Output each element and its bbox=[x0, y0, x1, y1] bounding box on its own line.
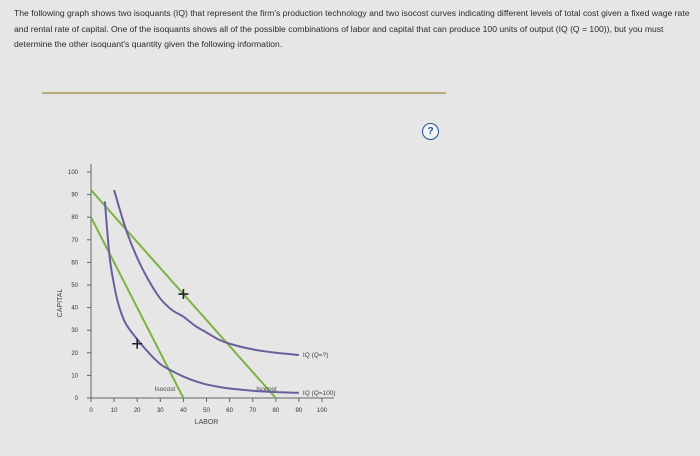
y-tick-label: 50 bbox=[71, 283, 78, 289]
isoquant-label-1: IQ (Q=?) bbox=[303, 352, 328, 359]
x-axis-label: LABOR bbox=[195, 419, 219, 426]
isoquant-label-2: IQ (Q=100) bbox=[303, 390, 336, 397]
isocost-label-2: Isocost bbox=[256, 386, 277, 393]
y-tick-label: 90 bbox=[71, 193, 78, 199]
x-tick-label: 50 bbox=[203, 408, 210, 414]
x-tick-label: 40 bbox=[180, 408, 187, 414]
y-tick-label: 0 bbox=[75, 396, 79, 402]
x-tick-label: 90 bbox=[296, 408, 303, 414]
y-tick-label: 20 bbox=[71, 351, 78, 357]
isocost-label-1: Isocost bbox=[155, 386, 176, 393]
y-tick-label: 10 bbox=[71, 373, 78, 379]
isoquant-curve-2 bbox=[103, 201, 299, 394]
y-tick-label: 60 bbox=[71, 260, 78, 266]
y-tick-label: 30 bbox=[71, 328, 78, 334]
x-tick-label: 0 bbox=[89, 408, 93, 414]
isoquant-curve-1 bbox=[113, 189, 299, 357]
y-tick-label: 70 bbox=[71, 238, 78, 244]
y-tick-label: 80 bbox=[71, 215, 78, 221]
divider bbox=[42, 92, 446, 94]
x-tick-label: 80 bbox=[272, 408, 279, 414]
tangency-point-1 bbox=[132, 338, 143, 349]
y-tick-label: 40 bbox=[71, 306, 78, 312]
x-tick-label: 60 bbox=[226, 408, 233, 414]
y-tick-label: 100 bbox=[68, 170, 79, 176]
x-tick-label: 30 bbox=[157, 408, 164, 414]
x-tick-label: 20 bbox=[134, 408, 141, 414]
x-tick-label: 100 bbox=[317, 408, 328, 414]
help-button[interactable]: ? bbox=[422, 123, 439, 140]
problem-statement: The following graph shows two isoquants … bbox=[14, 8, 690, 49]
x-tick-label: 70 bbox=[249, 408, 256, 414]
y-axis-label: CAPITAL bbox=[57, 289, 64, 318]
x-tick-label: 10 bbox=[111, 408, 118, 414]
tangency-point-2 bbox=[178, 289, 189, 300]
